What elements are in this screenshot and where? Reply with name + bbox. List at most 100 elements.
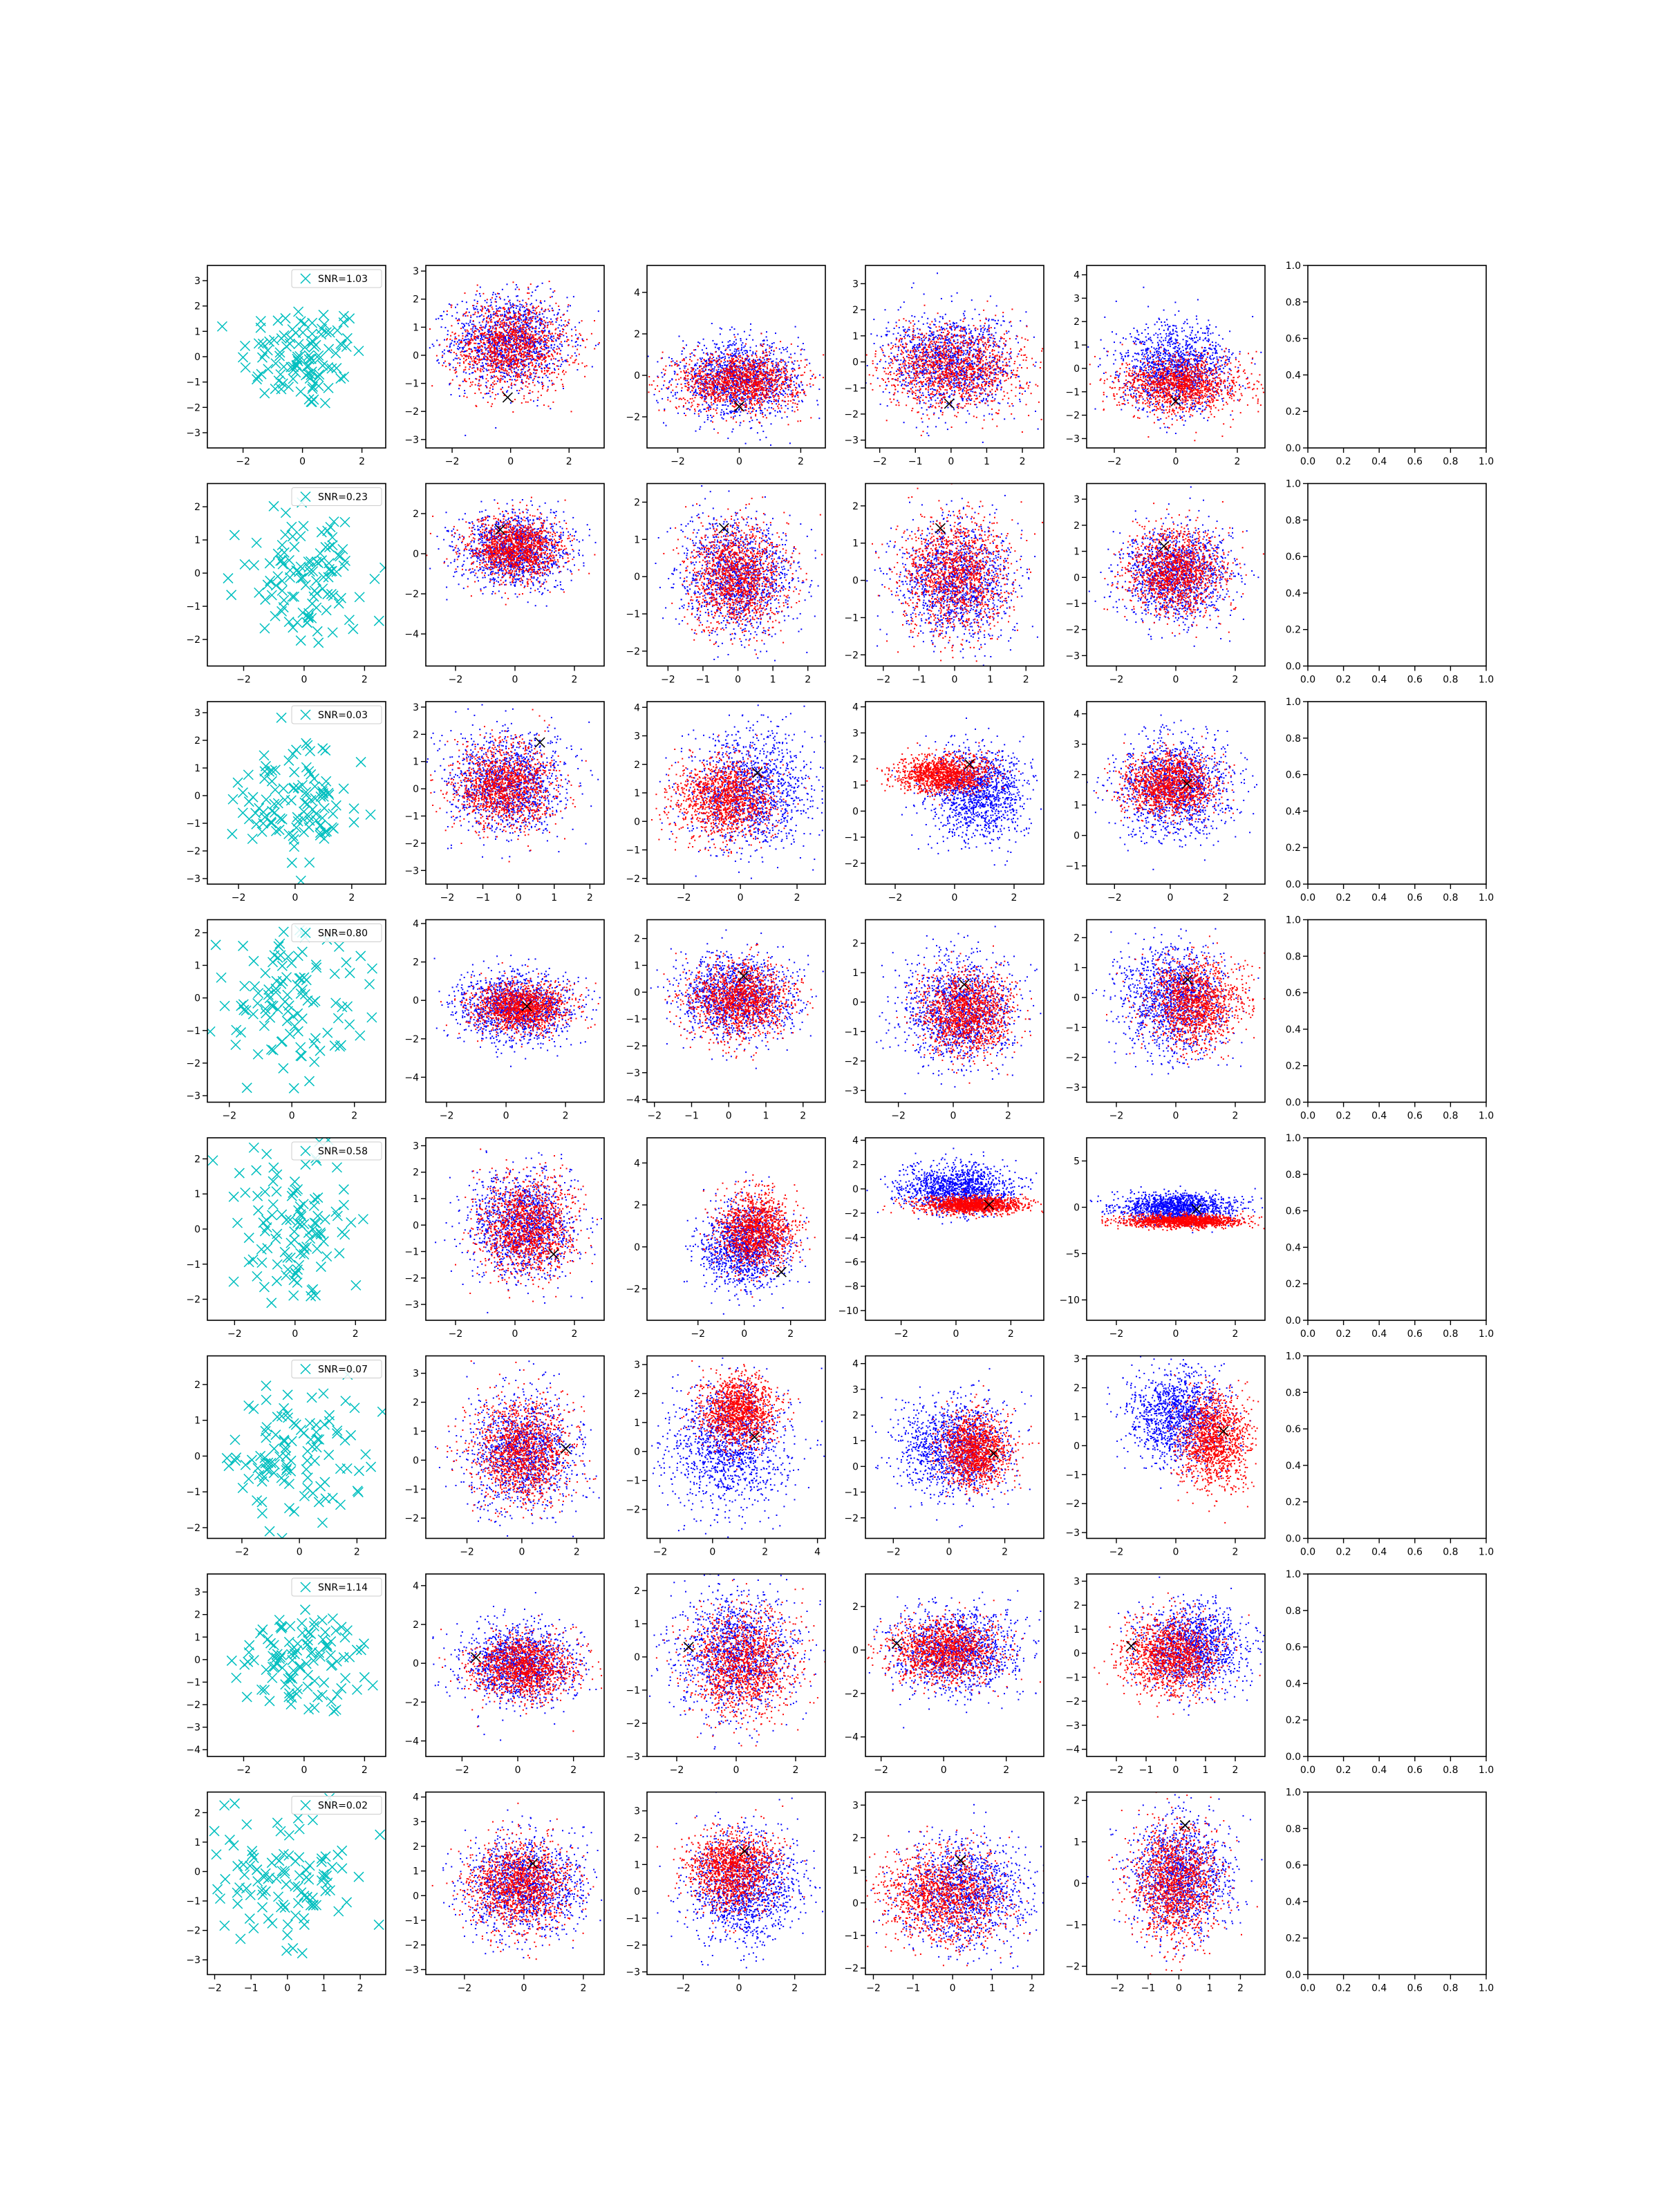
- blue-cloud-point: [485, 344, 486, 346]
- red-cloud-point: [460, 328, 462, 329]
- red-cloud-point: [508, 353, 509, 355]
- red-cloud-point: [513, 324, 514, 325]
- blue-cloud-point: [480, 335, 482, 337]
- blue-cloud-point: [503, 333, 504, 335]
- red-cloud-point: [514, 349, 515, 350]
- red-cloud-point: [493, 317, 494, 319]
- red-cloud-point: [757, 370, 758, 371]
- red-cloud-point: [480, 371, 482, 373]
- red-cloud-point: [489, 311, 490, 312]
- red-cloud-point: [465, 366, 467, 368]
- blue-cloud-point: [561, 357, 562, 359]
- blue-cloud-point: [504, 311, 505, 312]
- red-cloud-point: [553, 358, 554, 359]
- red-cloud-point: [712, 355, 713, 356]
- blue-cloud-point: [507, 381, 508, 382]
- red-cloud-point: [489, 387, 491, 388]
- red-cloud-point: [517, 377, 518, 378]
- red-cloud-point: [529, 390, 531, 391]
- red-cloud-point: [691, 386, 693, 387]
- y-tick-label: 0: [413, 350, 419, 362]
- blue-cloud-point: [463, 351, 465, 353]
- red-cloud-point: [788, 400, 789, 402]
- red-cloud-point: [516, 347, 517, 348]
- blue-cloud-point: [536, 299, 537, 301]
- blue-cloud-point: [491, 301, 492, 303]
- red-cloud-point: [487, 365, 489, 366]
- blue-cloud-point: [681, 353, 682, 355]
- blue-cloud-point: [662, 398, 663, 400]
- red-cloud-point: [502, 376, 503, 377]
- red-cloud-point: [709, 359, 710, 360]
- red-cloud-point: [702, 377, 703, 378]
- red-cloud-point: [496, 359, 498, 360]
- red-cloud-point: [789, 384, 790, 386]
- red-cloud-point: [469, 355, 470, 357]
- blue-cloud-point: [557, 360, 559, 362]
- red-cloud-point: [498, 310, 499, 312]
- red-cloud-point: [456, 338, 457, 339]
- blue-cloud-point: [741, 344, 742, 346]
- blue-cloud-point: [733, 364, 735, 366]
- blue-cloud-point: [568, 306, 569, 308]
- red-cloud-point: [480, 392, 482, 393]
- blue-cloud-point: [733, 355, 734, 356]
- red-cloud-point: [719, 373, 720, 375]
- red-cloud-point: [728, 354, 729, 355]
- red-cloud-point: [520, 335, 521, 337]
- red-cloud-point: [460, 341, 462, 342]
- red-cloud-point: [740, 359, 742, 361]
- blue-cloud-point: [496, 308, 497, 310]
- blue-cloud-point: [791, 406, 793, 408]
- sample-x: [319, 319, 329, 329]
- blue-cloud-point: [763, 379, 765, 380]
- red-cloud-point: [474, 371, 476, 372]
- blue-cloud-point: [436, 360, 438, 362]
- red-cloud-point: [682, 359, 683, 361]
- red-cloud-point: [516, 335, 517, 337]
- blue-cloud-point: [507, 283, 508, 285]
- red-cloud-point: [515, 332, 516, 334]
- red-cloud-point: [541, 371, 543, 372]
- blue-cloud-point: [469, 373, 470, 375]
- red-cloud-point: [722, 373, 724, 374]
- blue-cloud-point: [767, 401, 768, 402]
- sample-x: [336, 374, 346, 384]
- red-cloud-point: [665, 366, 666, 367]
- red-cloud-point: [676, 361, 677, 362]
- red-cloud-point: [744, 391, 746, 393]
- blue-cloud-point: [546, 317, 547, 319]
- blue-cloud-point: [774, 367, 776, 368]
- red-cloud-point: [507, 363, 508, 364]
- red-cloud-point: [565, 326, 566, 327]
- blue-cloud-point: [498, 308, 499, 309]
- blue-cloud-point: [539, 344, 541, 345]
- blue-cloud-point: [771, 343, 773, 344]
- red-cloud-point: [769, 384, 770, 386]
- blue-cloud-point: [525, 310, 526, 311]
- red-cloud-point: [574, 362, 575, 364]
- blue-cloud-point: [704, 371, 705, 372]
- red-cloud-point: [762, 377, 764, 379]
- blue-cloud-point: [503, 355, 505, 356]
- red-cloud-point: [715, 409, 717, 411]
- red-cloud-point: [523, 327, 525, 328]
- blue-cloud-point: [704, 422, 705, 423]
- red-cloud-point: [541, 356, 543, 357]
- red-cloud-point: [767, 359, 768, 361]
- red-cloud-point: [508, 326, 509, 328]
- red-cloud-point: [545, 341, 546, 343]
- red-cloud-point: [545, 356, 546, 357]
- blue-cloud-point: [457, 348, 458, 349]
- red-cloud-point: [530, 355, 532, 356]
- red-cloud-point: [695, 411, 696, 412]
- blue-cloud-point: [532, 292, 533, 293]
- red-cloud-point: [496, 362, 497, 364]
- red-cloud-point: [741, 396, 742, 397]
- blue-cloud-point: [694, 371, 695, 373]
- blue-cloud-point: [741, 347, 742, 348]
- blue-cloud-point: [724, 393, 725, 394]
- blue-cloud-point: [699, 342, 700, 344]
- red-cloud-point: [698, 388, 700, 389]
- red-cloud-point: [561, 379, 562, 380]
